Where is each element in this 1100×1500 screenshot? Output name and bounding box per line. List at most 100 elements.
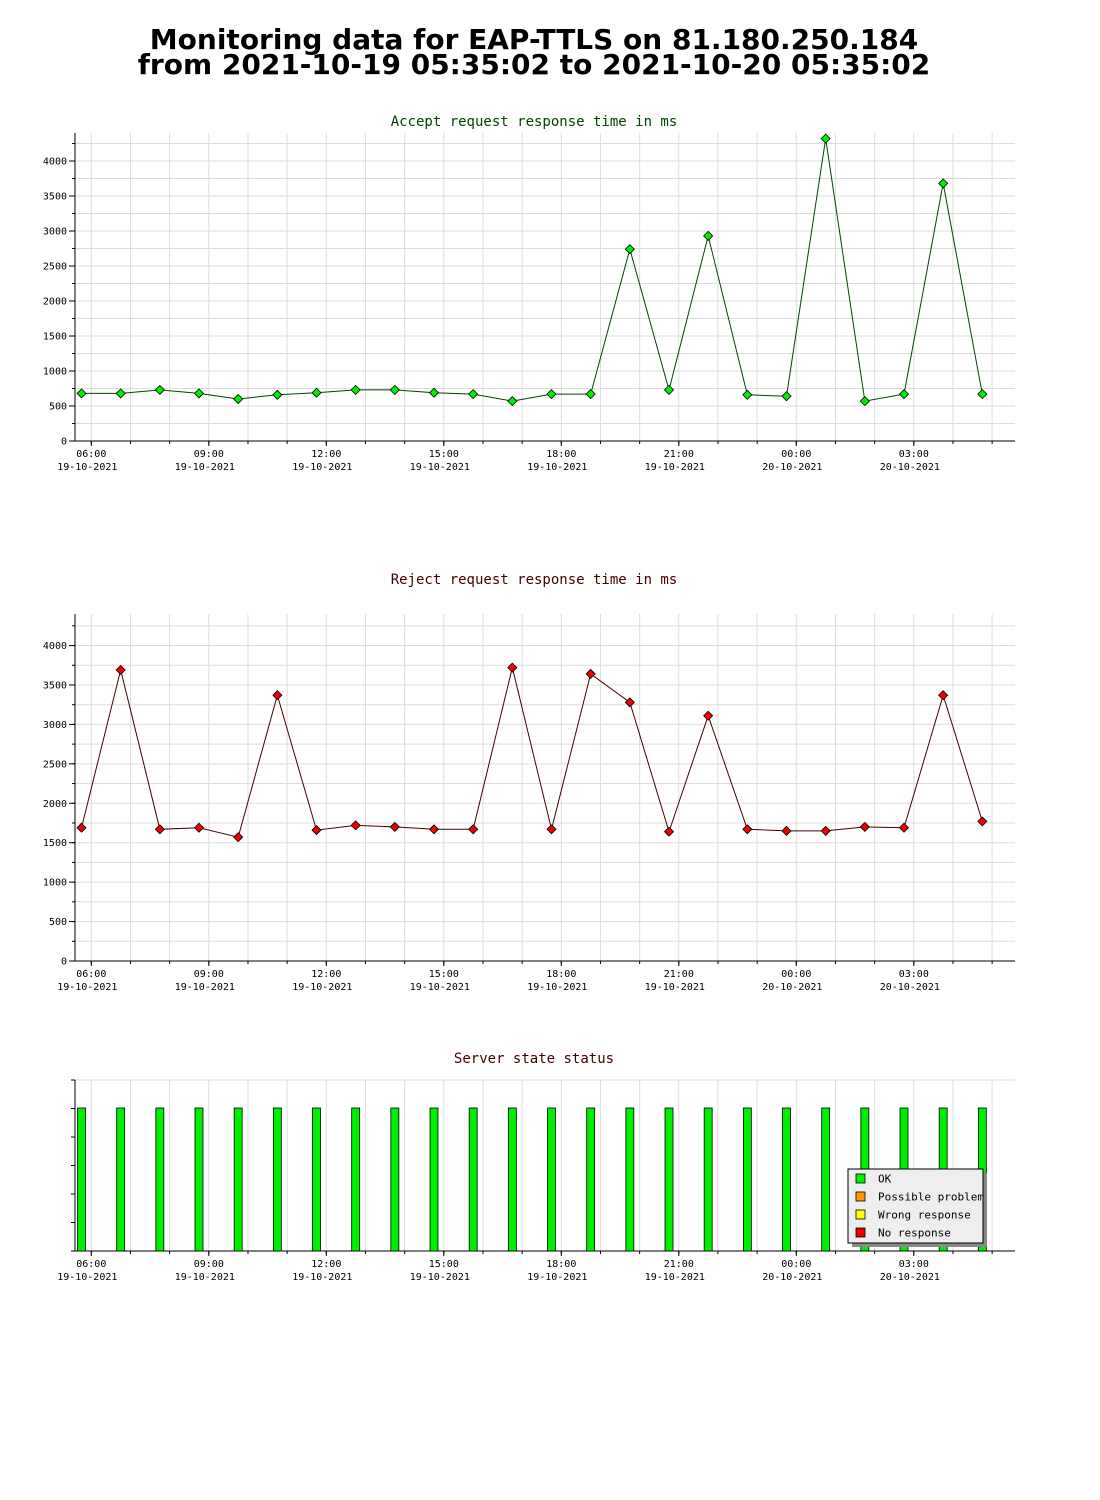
data-point	[428, 387, 440, 398]
x-tick-date-label: 19-10-2021	[292, 1272, 352, 1283]
data-point	[115, 388, 126, 399]
x-tick-time-label: 18:00	[546, 449, 576, 460]
status-bar	[664, 1107, 674, 1252]
data-point	[781, 825, 792, 836]
x-tick-time-label: 18:00	[546, 1259, 576, 1270]
data-point	[546, 389, 557, 400]
status-legend: OK Possible problem Wrong response No respo…	[847, 1168, 987, 1247]
report-title-line1: Monitoring data for EAP-TTLS on 81.180.2…	[150, 23, 918, 56]
data-point	[781, 391, 792, 402]
data-point	[389, 384, 400, 395]
status-bar	[625, 1107, 635, 1252]
x-tick-date-label: 20-10-2021	[880, 1272, 940, 1283]
data-point	[938, 690, 949, 701]
y-tick-label: 2000	[43, 799, 67, 810]
x-tick-date-label: 19-10-2021	[410, 982, 470, 993]
status-bar	[351, 1107, 361, 1252]
status-bar	[507, 1107, 517, 1252]
x-tick-date-label: 19-10-2021	[527, 1272, 587, 1283]
y-tick-label: 4000	[43, 157, 67, 168]
x-tick-time-label: 06:00	[76, 449, 106, 460]
data-point	[154, 384, 165, 395]
legend-label: OK	[878, 1173, 892, 1186]
status-bar	[194, 1107, 204, 1252]
x-tick-time-label: 03:00	[899, 1259, 929, 1270]
server-status-chart: Server state status 06:00 19-10-2021 09:00 1…	[57, 1051, 1015, 1283]
data-point	[233, 393, 244, 405]
x-tick-time-label: 00:00	[781, 1259, 811, 1270]
y-tick-label: 2500	[43, 262, 67, 273]
data-point	[703, 710, 714, 721]
x-tick-time-label: 18:00	[546, 969, 576, 980]
x-tick-date-label: 20-10-2021	[880, 982, 940, 993]
status-bar	[586, 1107, 596, 1252]
data-point	[76, 388, 87, 399]
data-point	[468, 389, 479, 400]
x-tick-date-label: 19-10-2021	[175, 462, 235, 473]
data-point	[233, 832, 244, 843]
legend-swatch	[855, 1227, 866, 1238]
data-point	[350, 820, 361, 831]
x-tick-date-label: 19-10-2021	[410, 1272, 470, 1283]
y-tick-label: 3000	[43, 227, 67, 238]
status-bar	[312, 1107, 321, 1252]
chart-title: Reject request response time in ms	[391, 572, 678, 588]
data-point	[428, 824, 440, 835]
y-tick-label: 1000	[43, 878, 67, 889]
data-point	[624, 244, 635, 255]
data-point	[898, 389, 910, 400]
x-tick-time-label: 15:00	[429, 1259, 459, 1270]
y-tick-label: 3500	[43, 680, 67, 691]
data-point	[859, 821, 870, 832]
y-tick-label: 1500	[43, 332, 67, 343]
y-tick-label: 500	[49, 402, 67, 413]
x-tick-time-label: 12:00	[311, 969, 341, 980]
accept-response-chart: Accept request response time in ms 0 500 10…	[43, 114, 1015, 473]
legend-label: No response	[878, 1227, 951, 1240]
data-point	[624, 697, 635, 708]
x-tick-time-label: 21:00	[664, 969, 694, 980]
series-line	[81, 138, 983, 402]
data-point	[272, 389, 283, 400]
report-title-line2: from 2021-10-19 05:35:02 to 2021-10-20 0…	[138, 48, 931, 81]
y-tick-label: 0	[61, 957, 67, 968]
series-line	[81, 667, 983, 838]
data-point	[468, 824, 479, 835]
x-tick-date-label: 19-10-2021	[410, 462, 470, 473]
x-tick-time-label: 09:00	[194, 449, 224, 460]
legend-box	[847, 1168, 984, 1244]
status-bar	[155, 1107, 165, 1252]
x-tick-date-label: 19-10-2021	[645, 462, 705, 473]
data-point	[76, 822, 87, 833]
status-bar	[547, 1107, 556, 1252]
data-point	[938, 178, 949, 189]
x-tick-time-label: 03:00	[899, 449, 929, 460]
data-point	[977, 816, 988, 827]
x-tick-date-label: 19-10-2021	[292, 462, 352, 473]
x-tick-time-label: 00:00	[781, 449, 811, 460]
legend-swatch	[855, 1173, 866, 1184]
data-point	[703, 230, 714, 241]
x-tick-time-label: 09:00	[194, 1259, 224, 1270]
status-bar	[468, 1107, 478, 1252]
x-tick-time-label: 03:00	[899, 969, 929, 980]
data-point	[663, 384, 675, 395]
data-point	[311, 825, 322, 836]
data-point	[742, 389, 753, 400]
legend-swatch	[855, 1191, 866, 1202]
x-tick-time-label: 21:00	[664, 449, 694, 460]
x-tick-date-label: 19-10-2021	[292, 982, 352, 993]
chart-title: Server state status	[454, 1051, 614, 1067]
legend-label: Possible problem	[878, 1191, 984, 1204]
status-bar	[233, 1107, 243, 1252]
x-tick-date-label: 19-10-2021	[175, 982, 235, 993]
reject-response-chart: Reject request response time in ms 0 500 10…	[43, 572, 1015, 993]
status-bar	[116, 1107, 126, 1252]
status-bar	[742, 1107, 752, 1252]
y-tick-label: 0	[61, 437, 67, 448]
y-tick-label: 2000	[43, 297, 67, 308]
x-tick-date-label: 20-10-2021	[762, 1272, 822, 1283]
y-tick-label: 4000	[43, 641, 67, 652]
x-tick-date-label: 19-10-2021	[57, 462, 117, 473]
